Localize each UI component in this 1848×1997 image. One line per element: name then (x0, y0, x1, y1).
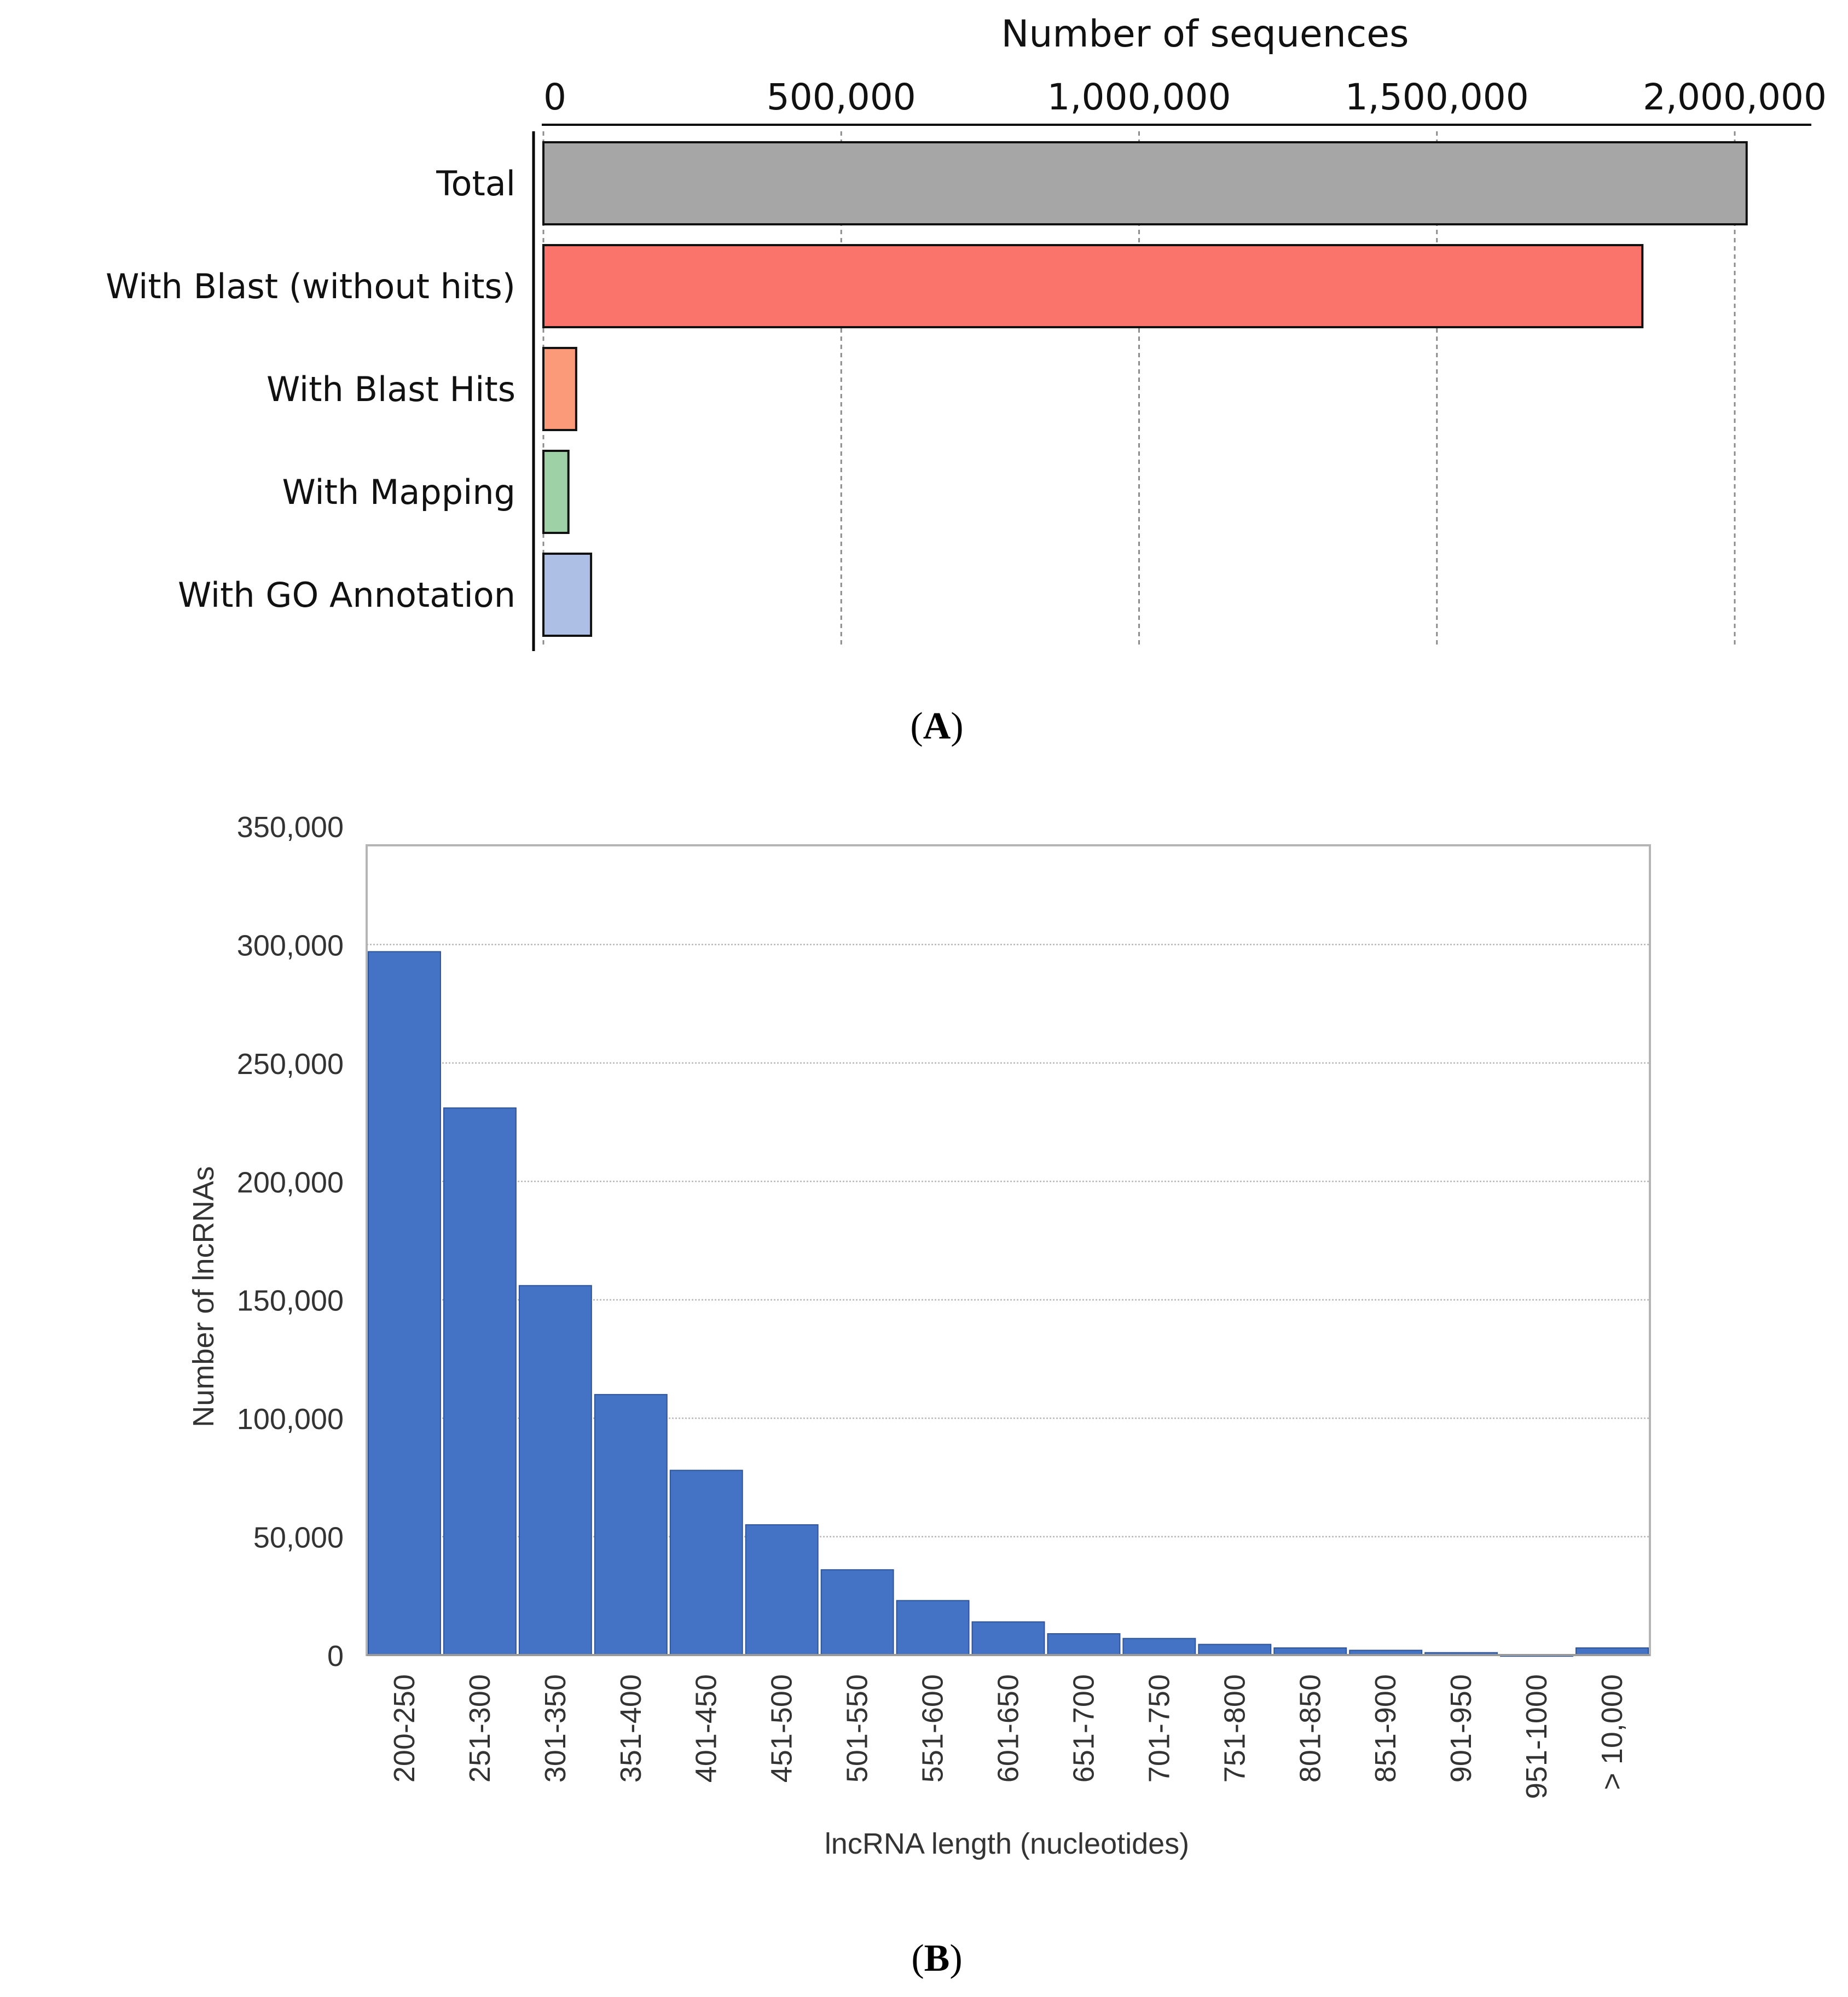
panel-b-bar-651-700 (1047, 1633, 1121, 1656)
panel-b-x-tick-label: 751-800 (1218, 1674, 1251, 1783)
panel-b-x-tick-label: > 10,000 (1596, 1674, 1629, 1790)
panel-b-bar-601-650 (971, 1621, 1045, 1656)
panel-b-x-tick-label: 951-1000 (1520, 1674, 1553, 1799)
panel-b-y-tick-label: 150,000 (237, 1285, 344, 1317)
panel-b-x-tick-label: 451-500 (766, 1674, 798, 1783)
panel-b-bar-551-600 (896, 1600, 970, 1656)
panel-b-y-tick-label: 250,000 (237, 1048, 344, 1081)
panel-a-bar-with-blast-hits (542, 347, 577, 431)
panel-b-y-axis-label: Number of lncRNAs (187, 1166, 220, 1427)
panel-a-x-tick-label: 2,000,000 (1643, 76, 1827, 118)
panel-b-x-tick-label: 351-400 (615, 1674, 647, 1783)
panel-b-x-axis-label: lncRNA length (nucleotides) (825, 1827, 1189, 1860)
panel-b-bar-200-250 (368, 951, 441, 1656)
panel-b-y-tick-label: 100,000 (237, 1403, 344, 1436)
panel-b-bar-701-750 (1122, 1638, 1196, 1656)
panel-a-x-tick-label: 1,000,000 (1047, 76, 1231, 118)
panel-a-category-label: With Blast Hits (267, 369, 515, 409)
panel-a-chart: Number of sequences 0 500,000 1,000,000 1,5… (106, 13, 1827, 651)
panel-a-category-label: With GO Annotation (178, 575, 515, 615)
panel-a-x-tick-label: 1,500,000 (1345, 76, 1529, 118)
panel-b-x-tick-label: 651-700 (1067, 1674, 1100, 1783)
panel-b-x-tick-label: 501-550 (841, 1674, 874, 1783)
panel-b-x-tick-label: 551-600 (917, 1674, 949, 1783)
panel-b-bar-751-800 (1198, 1644, 1272, 1656)
panel-b-bar-401-450 (669, 1470, 743, 1656)
panel-a-bar-with-blast-without-hits (542, 244, 1644, 328)
panel-b-y-tick-label: 50,000 (253, 1522, 344, 1554)
panel-b-label: (B) (911, 1937, 962, 1979)
panel-b-y-tick-label: 200,000 (237, 1166, 344, 1199)
panel-b-y-ticks: 0 50,000 100,000 150,000 200,000 250,000 300,0… (237, 811, 344, 1673)
panel-a-category-label: With Mapping (282, 472, 515, 512)
panel-b-y-tick-label: 0 (327, 1640, 344, 1673)
panel-a-bar-with-mapping (542, 450, 570, 534)
panel-a-bars (542, 141, 1748, 637)
panel-a-category-labels: Total With Blast (without hits) With Blast… (106, 164, 515, 615)
panel-b-x-tick-label: 301-350 (539, 1674, 572, 1783)
panel-a-category-label: Total (436, 164, 515, 204)
panel-b-x-tick-label: 401-450 (690, 1674, 723, 1783)
panel-b-y-tick-label: 300,000 (237, 929, 344, 962)
panel-b-y-tick-label: 350,000 (237, 811, 344, 844)
panel-a-title: Number of sequences (1001, 13, 1409, 56)
panel-a-x-ticks: 0 500,000 1,000,000 1,500,000 2,000,000 (543, 76, 1827, 118)
panel-a-label: (A) (910, 705, 963, 747)
panel-b-bar-251-300 (443, 1107, 517, 1656)
panel-a-category-label: With Blast (without hits) (106, 266, 515, 306)
panel-b-chart: 0 50,000 100,000 150,000 200,000 250,000 300,0… (187, 811, 1651, 1860)
panel-b-bar-351-400 (594, 1394, 668, 1656)
panel-b-x-tick-label: 701-750 (1143, 1674, 1175, 1783)
panel-b-x-tick-label: 801-850 (1294, 1674, 1326, 1783)
panel-a-bar-total (542, 141, 1748, 225)
panel-b-x-tick-label: 200-250 (388, 1674, 421, 1783)
panel-b-x-ticks: 200-250 251-300 301-350 351-400 401-450 451-5… (388, 1674, 1629, 1799)
panel-b-bar-451-500 (745, 1524, 819, 1656)
panel-b-bars (368, 951, 1649, 1657)
panel-b-x-tick-label: 901-950 (1445, 1674, 1478, 1783)
panel-a-x-tick-label: 0 (543, 76, 566, 118)
panel-b-bar-501-550 (820, 1569, 894, 1656)
panel-b-x-tick-label: 251-300 (464, 1674, 496, 1783)
panel-a-bar-with-go-annotation (542, 553, 593, 637)
panel-a-x-tick-label: 500,000 (767, 76, 916, 118)
panel-b-x-tick-label: 601-650 (992, 1674, 1025, 1783)
panel-b-bar-301-350 (518, 1285, 592, 1656)
panel-b-x-tick-label: 851-900 (1369, 1674, 1402, 1783)
